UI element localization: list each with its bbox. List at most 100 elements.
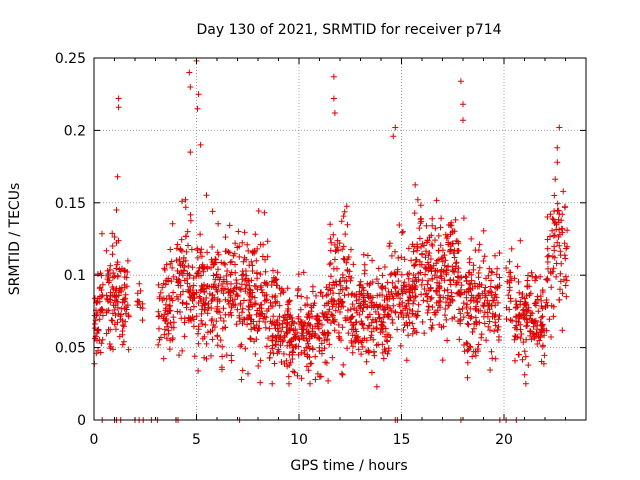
data-point [308,308,315,315]
data-point [219,353,226,360]
data-point [170,289,177,296]
data-point [425,303,432,310]
data-point [393,291,400,298]
data-point [244,321,251,328]
data-point-outlier [187,149,194,156]
data-point [259,253,266,260]
data-point [106,277,113,284]
data-point [350,343,356,350]
data-point [365,347,372,354]
data-point [406,286,413,293]
data-point [340,255,347,262]
data-point [553,260,560,267]
data-point [486,318,493,325]
data-point [375,311,382,318]
data-point [263,343,270,350]
data-point [394,266,401,273]
data-point [279,324,286,331]
data-point [398,286,405,293]
data-point [243,272,250,279]
data-point [519,291,526,297]
x-axis-label: GPS time / hours [290,458,407,474]
data-point [217,337,224,344]
data-point [226,222,233,229]
data-point [355,346,362,353]
data-point [289,318,296,325]
data-point [125,346,132,353]
data-point [274,322,281,329]
data-point [416,235,423,242]
data-point [381,297,388,304]
data-point-outlier [115,95,122,102]
data-point [353,307,360,314]
data-point [419,251,425,258]
data-point [329,354,336,361]
data-point [412,274,419,281]
data-point [457,310,464,317]
x-tick-label: 0 [90,432,99,448]
data-point [544,245,551,252]
data-point [97,284,104,291]
data-point [444,233,451,240]
data-point [496,312,503,319]
data-point [258,282,264,289]
data-point-outlier [331,110,338,116]
data-point [179,347,186,354]
data-point [428,241,435,248]
data-point [392,283,399,290]
data-point [551,192,558,199]
data-point [241,229,248,236]
data-point [496,250,503,256]
data-point [478,334,485,341]
data-point [357,281,364,288]
data-point [464,320,471,327]
grid [94,58,586,420]
data-point [239,239,246,246]
data-point [94,271,101,277]
data-point [301,319,308,326]
data-point [344,307,351,314]
data-point [92,325,99,332]
data-point [386,313,392,319]
data-point [403,302,410,309]
data-point [189,264,196,271]
data-point [340,213,347,220]
data-point [388,307,395,314]
data-point [330,290,337,297]
data-point [424,237,431,244]
data-point [307,380,313,387]
data-point [434,288,441,295]
data-point [303,363,310,370]
data-point [528,269,535,276]
data-point [208,298,215,304]
data-point [195,340,202,347]
data-point [377,303,384,310]
data-point [338,218,345,225]
data-point [120,338,127,345]
data-point [405,332,412,339]
data-point [196,293,203,300]
data-point [359,343,366,350]
data-point [208,256,215,263]
data-point [236,314,243,321]
data-point [413,257,420,264]
data-point [363,337,370,344]
data-point [169,220,176,227]
data-point [314,370,321,377]
data-point [470,262,477,269]
data-point [249,268,256,274]
data-point [467,281,474,288]
data-point [156,325,162,332]
data-point [309,333,316,339]
data-point [417,269,424,276]
data-point [179,299,186,306]
data-point [448,240,454,247]
data-point [341,292,348,299]
data-point [503,316,510,322]
data-point [483,275,489,282]
data-point [339,274,346,281]
data-point-outlier [186,69,193,76]
data-point [424,309,431,316]
data-point [319,293,326,300]
data-point [122,310,129,317]
